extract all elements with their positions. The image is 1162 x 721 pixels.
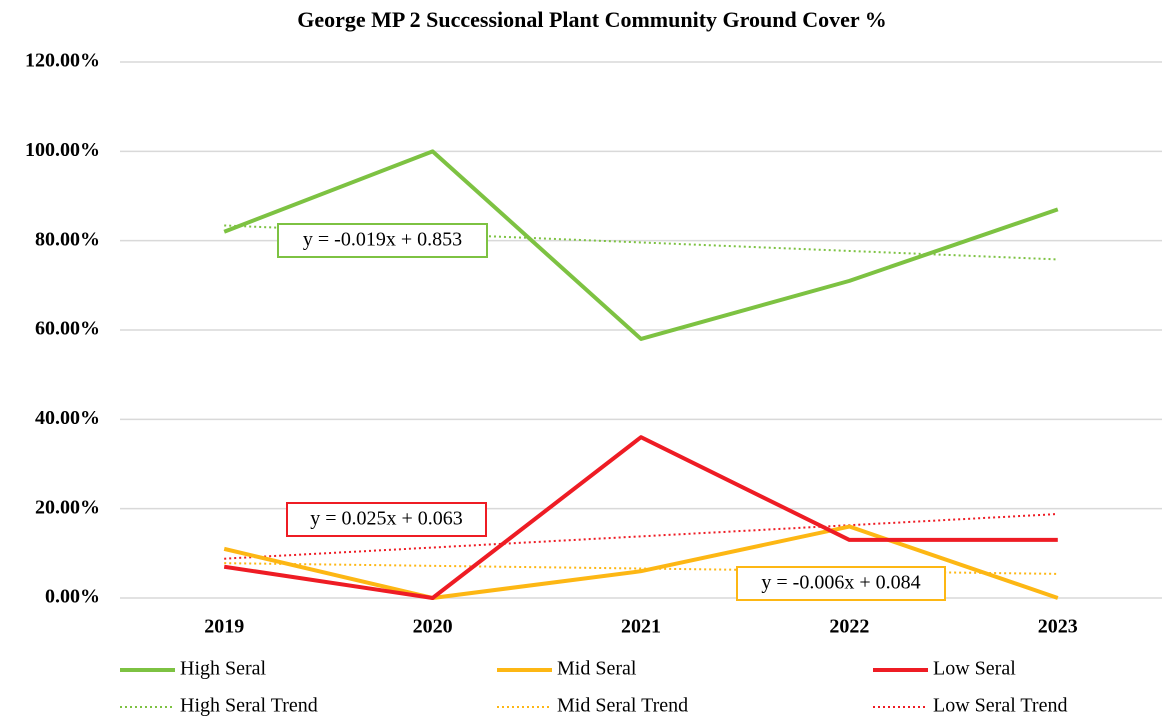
legend-label: Mid Seral [557,658,637,680]
line [223,524,1059,600]
legend-label: Low Seral [933,658,1016,680]
annotation: y = -0.019x + 0.853 [303,229,462,251]
line [223,149,1059,341]
chart-title: George MP 2 Successional Plant Community… [297,7,887,32]
x-tick-label: 2021 [621,616,661,638]
annotation: y = -0.006x + 0.084 [761,572,920,594]
legend-label: High Seral Trend [180,695,318,717]
annotation-box [277,223,488,258]
y-tick-label: 40.00% [35,407,100,429]
annotation-box [736,566,946,601]
x-tick-label: 2019 [204,616,244,638]
y-tick-label: 80.00% [35,228,100,250]
legend-label: High Seral [180,658,267,680]
x-tick-label: 2023 [1038,616,1078,638]
x-tick-label: 2020 [413,616,453,638]
x-tick-label: 2022 [829,616,869,638]
y-tick-label: 100.00% [25,139,100,161]
y-tick-label: 60.00% [35,318,100,340]
y-tick-label: 20.00% [35,496,100,518]
line [223,435,1058,600]
annotation-box [286,502,487,537]
y-tick-label: 120.00% [25,50,100,72]
legend-label: Low Seral Trend [933,695,1067,717]
trend-line [224,513,1058,560]
y-tick-label: 0.00% [45,586,100,608]
trend-line [224,562,1058,575]
legend-label: Mid Seral Trend [557,695,688,717]
trend-line [224,224,1058,261]
annotation: y = 0.025x + 0.063 [310,508,463,530]
